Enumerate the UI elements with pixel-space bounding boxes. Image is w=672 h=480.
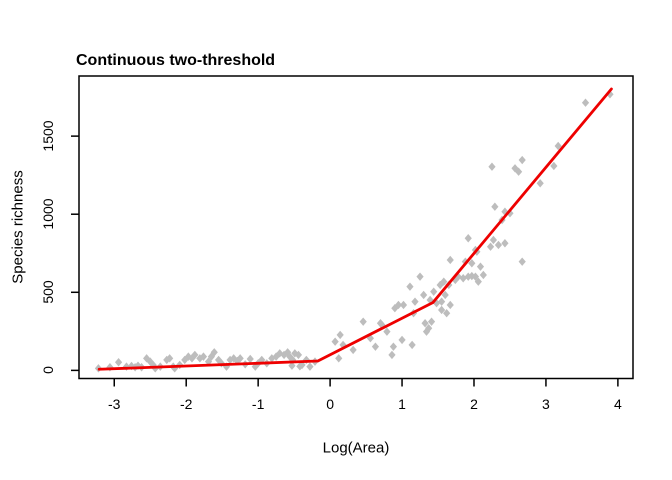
data-point xyxy=(398,335,406,345)
x-tick-label: -2 xyxy=(179,396,193,412)
plot-box xyxy=(78,75,634,380)
data-point xyxy=(246,354,254,364)
data-point xyxy=(515,167,523,176)
data-point xyxy=(479,270,487,280)
x-tick-label: -1 xyxy=(251,396,265,412)
data-point xyxy=(408,340,416,350)
data-point xyxy=(383,327,391,336)
x-tick-label: 4 xyxy=(613,396,622,412)
y-tick-label: 1500 xyxy=(40,120,56,152)
x-tick-label: 3 xyxy=(542,396,550,412)
data-point xyxy=(399,300,408,310)
data-point xyxy=(476,262,485,271)
data-point xyxy=(518,257,526,266)
data-point xyxy=(339,340,347,350)
data-point xyxy=(427,317,436,326)
x-tick-label: 0 xyxy=(326,396,334,412)
data-point xyxy=(191,350,199,360)
data-point xyxy=(336,330,344,340)
y-axis-title: Species richness xyxy=(9,170,27,284)
data-point xyxy=(432,299,441,308)
data-point xyxy=(518,155,526,165)
data-point xyxy=(494,240,503,250)
y-tick-label: 0 xyxy=(40,366,56,375)
data-point xyxy=(468,259,476,268)
data-point xyxy=(459,274,467,283)
data-point xyxy=(581,98,590,107)
x-tick-label: -3 xyxy=(108,396,121,412)
data-point xyxy=(199,352,208,361)
data-point xyxy=(371,342,380,351)
y-tick-label: 1000 xyxy=(40,198,56,230)
data-point xyxy=(291,349,299,358)
data-point xyxy=(416,272,424,281)
data-point xyxy=(550,161,558,171)
data-point xyxy=(441,290,449,300)
data-point xyxy=(446,255,454,265)
fit-line xyxy=(97,87,613,371)
x-axis-title: Log(Area) xyxy=(322,439,390,457)
data-point xyxy=(491,202,499,211)
data-point xyxy=(335,354,343,363)
data-point xyxy=(488,162,496,171)
data-point xyxy=(420,290,428,300)
data-point xyxy=(388,350,396,360)
data-point xyxy=(438,297,446,306)
data-point xyxy=(331,337,339,346)
data-point xyxy=(210,348,218,357)
data-point xyxy=(294,350,303,360)
data-point xyxy=(406,282,414,291)
data-point xyxy=(464,234,472,243)
data-point xyxy=(411,297,419,306)
data-point xyxy=(438,305,446,315)
data-point xyxy=(474,277,482,286)
data-point xyxy=(511,164,519,173)
data-point xyxy=(166,354,174,363)
data-point xyxy=(501,239,509,248)
data-point xyxy=(236,354,244,363)
data-point xyxy=(288,361,296,370)
data-point xyxy=(114,358,123,367)
data-point xyxy=(272,352,280,361)
data-point xyxy=(554,141,562,151)
data-point xyxy=(536,179,544,188)
data-point xyxy=(440,277,448,286)
data-point xyxy=(421,319,429,328)
data-point xyxy=(436,280,444,290)
data-point xyxy=(489,235,498,245)
data-point xyxy=(443,309,451,318)
data-point xyxy=(501,207,509,216)
data-point xyxy=(425,324,433,333)
data-point xyxy=(454,272,462,281)
data-point xyxy=(486,242,495,251)
x-tick-label: 2 xyxy=(470,396,478,412)
data-point xyxy=(446,300,454,310)
data-point xyxy=(366,334,374,343)
data-point xyxy=(394,300,403,310)
data-point xyxy=(268,354,276,363)
data-point xyxy=(430,287,438,296)
x-tick-label: 1 xyxy=(398,396,406,412)
data-point xyxy=(389,342,398,351)
chart-title: Continuous two-threshold xyxy=(76,52,276,69)
data-point xyxy=(359,317,367,326)
data-point xyxy=(506,209,514,218)
data-point xyxy=(349,345,357,355)
data-point xyxy=(306,362,314,371)
y-tick-label: 500 xyxy=(40,280,56,304)
